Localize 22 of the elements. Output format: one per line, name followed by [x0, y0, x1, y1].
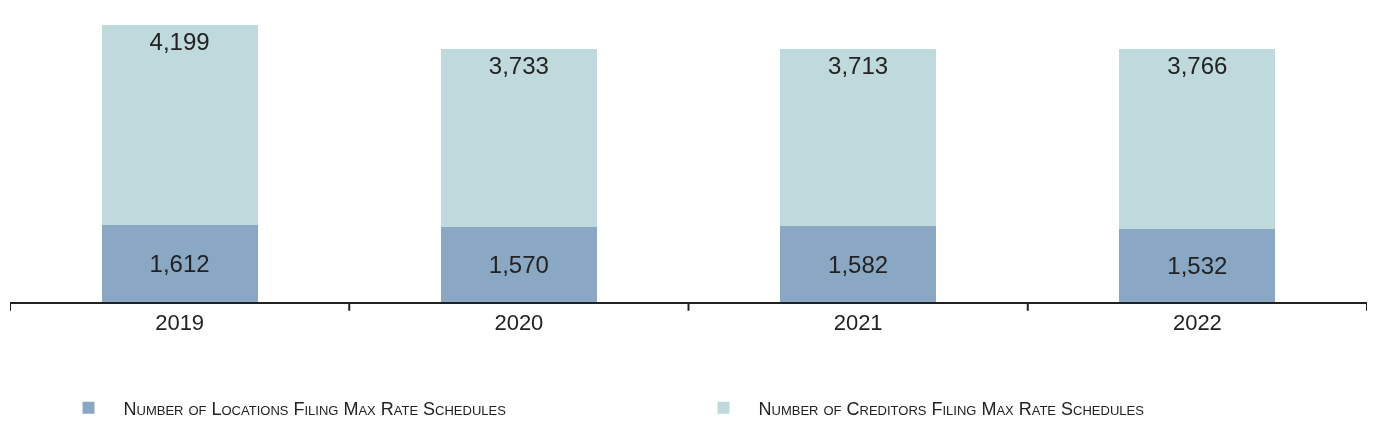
bar [1119, 49, 1276, 229]
x-tick-label: 2022 [1172, 310, 1222, 336]
bar [440, 227, 597, 302]
data-label: 1,612 [149, 250, 210, 278]
bar [101, 24, 258, 226]
bar [780, 226, 937, 302]
bar [101, 225, 258, 302]
x-tick-label: 2021 [833, 310, 883, 336]
bar [780, 49, 937, 227]
data-label: 1,582 [828, 250, 889, 278]
x-tick-label: 2020 [494, 310, 544, 336]
x-tick-label: 2019 [155, 310, 205, 336]
data-label: 4,199 [149, 27, 210, 55]
data-label: 1,570 [488, 251, 549, 279]
data-label: 1,532 [1167, 251, 1228, 279]
data-label: 3,766 [1167, 52, 1228, 80]
bar [1119, 228, 1276, 302]
data-label: 3,733 [488, 51, 549, 79]
data-label: 3,713 [828, 52, 889, 80]
bar [440, 48, 597, 228]
legend-label: Number of Creditors Filing Max Rate Schedules [758, 398, 1145, 419]
legend-label: Number of Locations Filing Max Rate Schedules [123, 398, 507, 419]
